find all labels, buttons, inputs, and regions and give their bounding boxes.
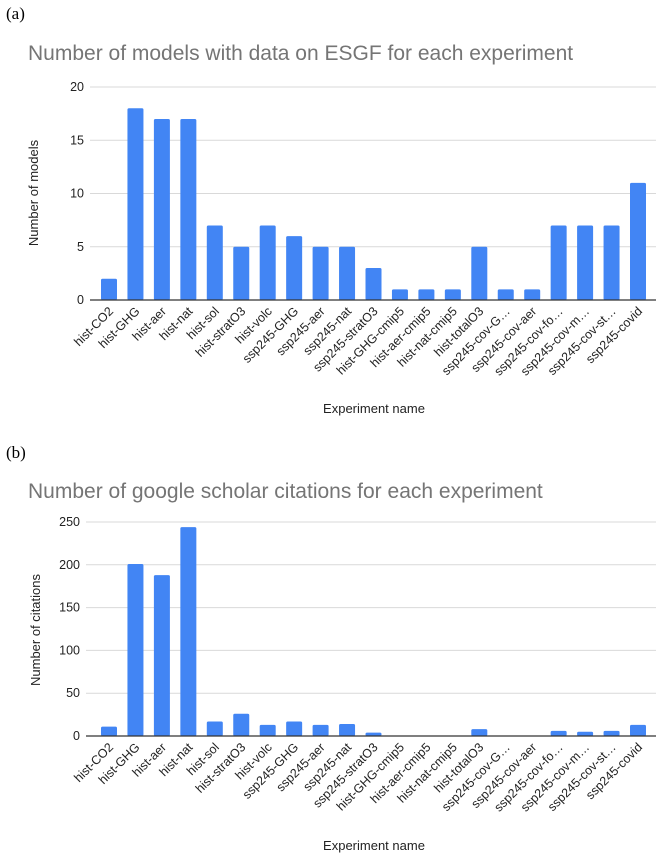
chart-b: (b) Number of google scholar citations f… [6, 443, 656, 853]
y-tick-label: 200 [59, 558, 80, 572]
y-tick-label: 250 [59, 515, 80, 529]
chart-a: (a) Number of models with data on ESGF f… [6, 4, 656, 416]
chart-title-a: Number of models with data on ESGF for e… [28, 42, 573, 65]
x-tick-labels-b: hist-CO2hist-GHGhist-aerhist-nathist-sol… [71, 740, 645, 815]
bar [391, 289, 408, 300]
bar [418, 289, 435, 300]
bars-b [86, 527, 656, 737]
bar [312, 246, 329, 300]
bar [630, 182, 646, 300]
x-axis-label-b: Experiment name [323, 838, 425, 853]
bar [339, 246, 356, 300]
bar [180, 118, 197, 300]
x-tick-labels-a: hist-CO2hist-GHGhist-aerhist-nathist-sol… [71, 304, 645, 379]
y-tick-label: 15 [70, 133, 84, 147]
y-axis-label-a: Number of models [26, 139, 41, 246]
bar [577, 731, 594, 736]
bar [180, 527, 197, 736]
bar [550, 225, 567, 300]
y-tick-label: 100 [59, 643, 80, 657]
y-tick-label: 150 [59, 601, 80, 615]
bar [577, 225, 594, 300]
bar [259, 724, 276, 736]
panel-label-a: (a) [6, 4, 25, 23]
bar [286, 721, 303, 736]
y-tick-label: 20 [70, 80, 84, 94]
bar [101, 726, 117, 736]
bar [339, 724, 356, 736]
bar [550, 730, 567, 736]
y-tick-label: 0 [77, 293, 84, 307]
bar [206, 721, 223, 736]
bar [603, 225, 620, 300]
gridlines-b: 0 50 100 150 200 250 [59, 515, 656, 743]
bar [312, 724, 329, 736]
bar [153, 575, 170, 736]
bar [259, 225, 276, 300]
y-axis-label-b: Number of citations [28, 574, 43, 686]
bar [603, 730, 620, 736]
bar [497, 289, 514, 300]
bar [524, 289, 541, 300]
bar [233, 713, 250, 736]
bar [286, 236, 303, 300]
bar [630, 724, 646, 736]
panel-label-b: (b) [6, 443, 26, 462]
bar [127, 563, 144, 736]
bar [471, 729, 488, 736]
bar [471, 246, 488, 300]
y-tick-label: 50 [66, 686, 80, 700]
chart-title-b: Number of google scholar citations for e… [28, 480, 543, 503]
bar [206, 225, 223, 300]
x-axis-label-a: Experiment name [323, 401, 425, 416]
y-tick-label: 0 [73, 729, 80, 743]
bars-a [90, 108, 656, 301]
bar [365, 268, 382, 300]
bar [444, 289, 461, 300]
y-tick-label: 5 [77, 240, 84, 254]
bar [127, 108, 144, 300]
bar [153, 118, 170, 300]
y-tick-label: 10 [70, 187, 84, 201]
bar [233, 246, 250, 300]
bar [365, 732, 382, 736]
bar [101, 278, 117, 300]
